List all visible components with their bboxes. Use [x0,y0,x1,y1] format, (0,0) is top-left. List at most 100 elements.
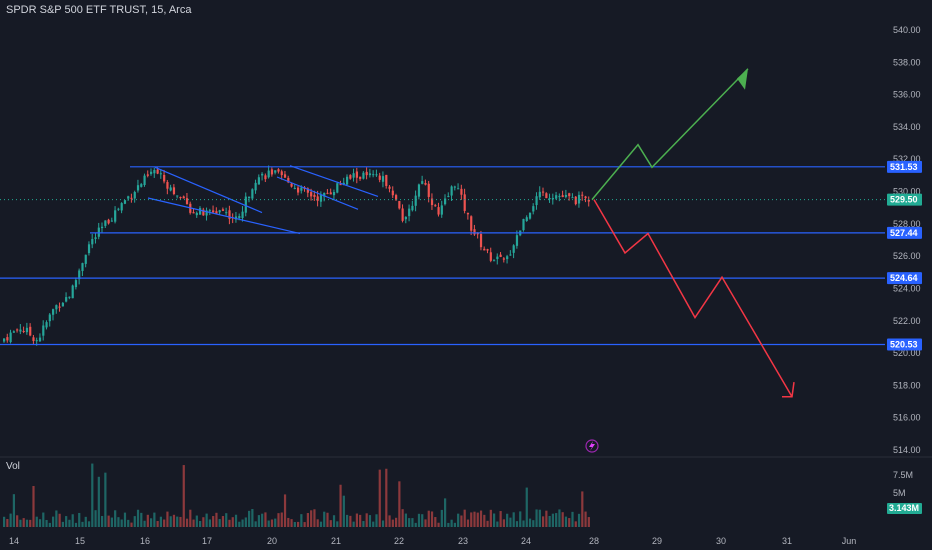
candle-body [280,171,283,176]
candle-body [319,195,323,202]
level-price-badge [887,160,922,173]
volume-bar [408,518,411,527]
candle-body [427,183,430,197]
candle-body [306,188,309,193]
volume-bar [58,513,61,527]
candle-body [548,198,551,200]
candle-body [16,329,19,331]
volume-bar [6,519,9,527]
price-tick-label: 532.00 [893,154,921,164]
volume-bar [365,513,368,527]
volume-bar [270,519,274,527]
level-price-text: 524.64 [890,273,918,283]
volume-bar [117,517,120,527]
volume-bar [127,519,130,527]
candle-body [323,192,326,197]
candle-body [114,210,117,222]
candle-body [457,188,460,190]
candle-body [176,195,179,197]
volume-bar [401,509,404,527]
volume-bar [430,511,434,527]
candle-body [52,309,55,315]
volume-bar [185,518,189,527]
bearish-arrow-head [782,382,795,398]
candle-body [430,198,434,206]
volume-bar [339,484,342,527]
candle-body [479,233,483,248]
lightning-icon [585,439,599,453]
candle-body [202,209,205,216]
volume-bar [228,519,231,527]
candle-body [179,197,182,199]
volume-bar [22,518,25,527]
candle-body [489,252,492,261]
volume-bar [381,520,385,527]
volume-bar [519,511,522,527]
candle-body [388,186,391,189]
candle-body [372,174,375,176]
candle-body [218,210,221,213]
volume-bar [114,510,117,527]
volume-bar [225,513,228,527]
volume-bar [391,519,394,527]
candle-body [300,187,303,191]
candle-body [29,326,32,336]
volume-bar [303,522,306,527]
level-price-text: 531.53 [890,162,918,172]
candle-body [251,189,254,199]
price-tick-label: 518.00 [893,380,921,390]
price-tick-label: 522.00 [893,316,921,326]
candle-body [584,196,587,199]
candle-body [342,182,345,185]
candle-body [283,174,287,178]
candle-body [404,216,407,220]
volume-bar [254,521,257,527]
candle-body [195,212,198,216]
level-price-badge [887,226,922,239]
volume-bar [244,517,247,527]
volume-bar [280,512,283,527]
candle-body [368,173,372,176]
volume-bar [48,522,51,527]
trendline-lower [147,197,301,235]
volume-bar [189,509,192,527]
volume-bar [424,519,427,527]
volume-bar [476,512,479,527]
volume-bar [395,517,398,527]
volume-bar [528,518,532,527]
candle-body [12,331,15,333]
candle-body [38,337,42,342]
price-tick-label: 530.00 [893,187,921,197]
candle-body [254,182,257,191]
candle-body [261,173,264,176]
candle-body [414,195,417,206]
candle-body [55,305,58,310]
candle-body [440,205,443,215]
volume-bar [310,510,313,527]
volume-bar [163,519,166,527]
candle-body [274,170,277,173]
candle-body [84,254,87,264]
volume-bar [274,518,277,527]
candle-body [564,194,568,197]
candle-body [150,171,153,174]
candle-body [169,187,172,191]
candle-body [199,208,202,215]
level-price-badge [887,272,922,285]
volume-bar [140,512,143,527]
candle-body [248,196,251,199]
volume-bar [538,509,541,527]
candle-body [6,337,9,341]
trendline-lower [276,176,359,210]
candle-body [496,256,499,260]
volume-bar [440,509,443,527]
volume-bar [192,519,195,527]
candle-body [241,211,244,219]
volume-bar [319,521,323,527]
candle-body [417,184,421,197]
volume-bar [522,520,525,527]
volume-bar [65,516,68,527]
candle-body [290,183,293,187]
